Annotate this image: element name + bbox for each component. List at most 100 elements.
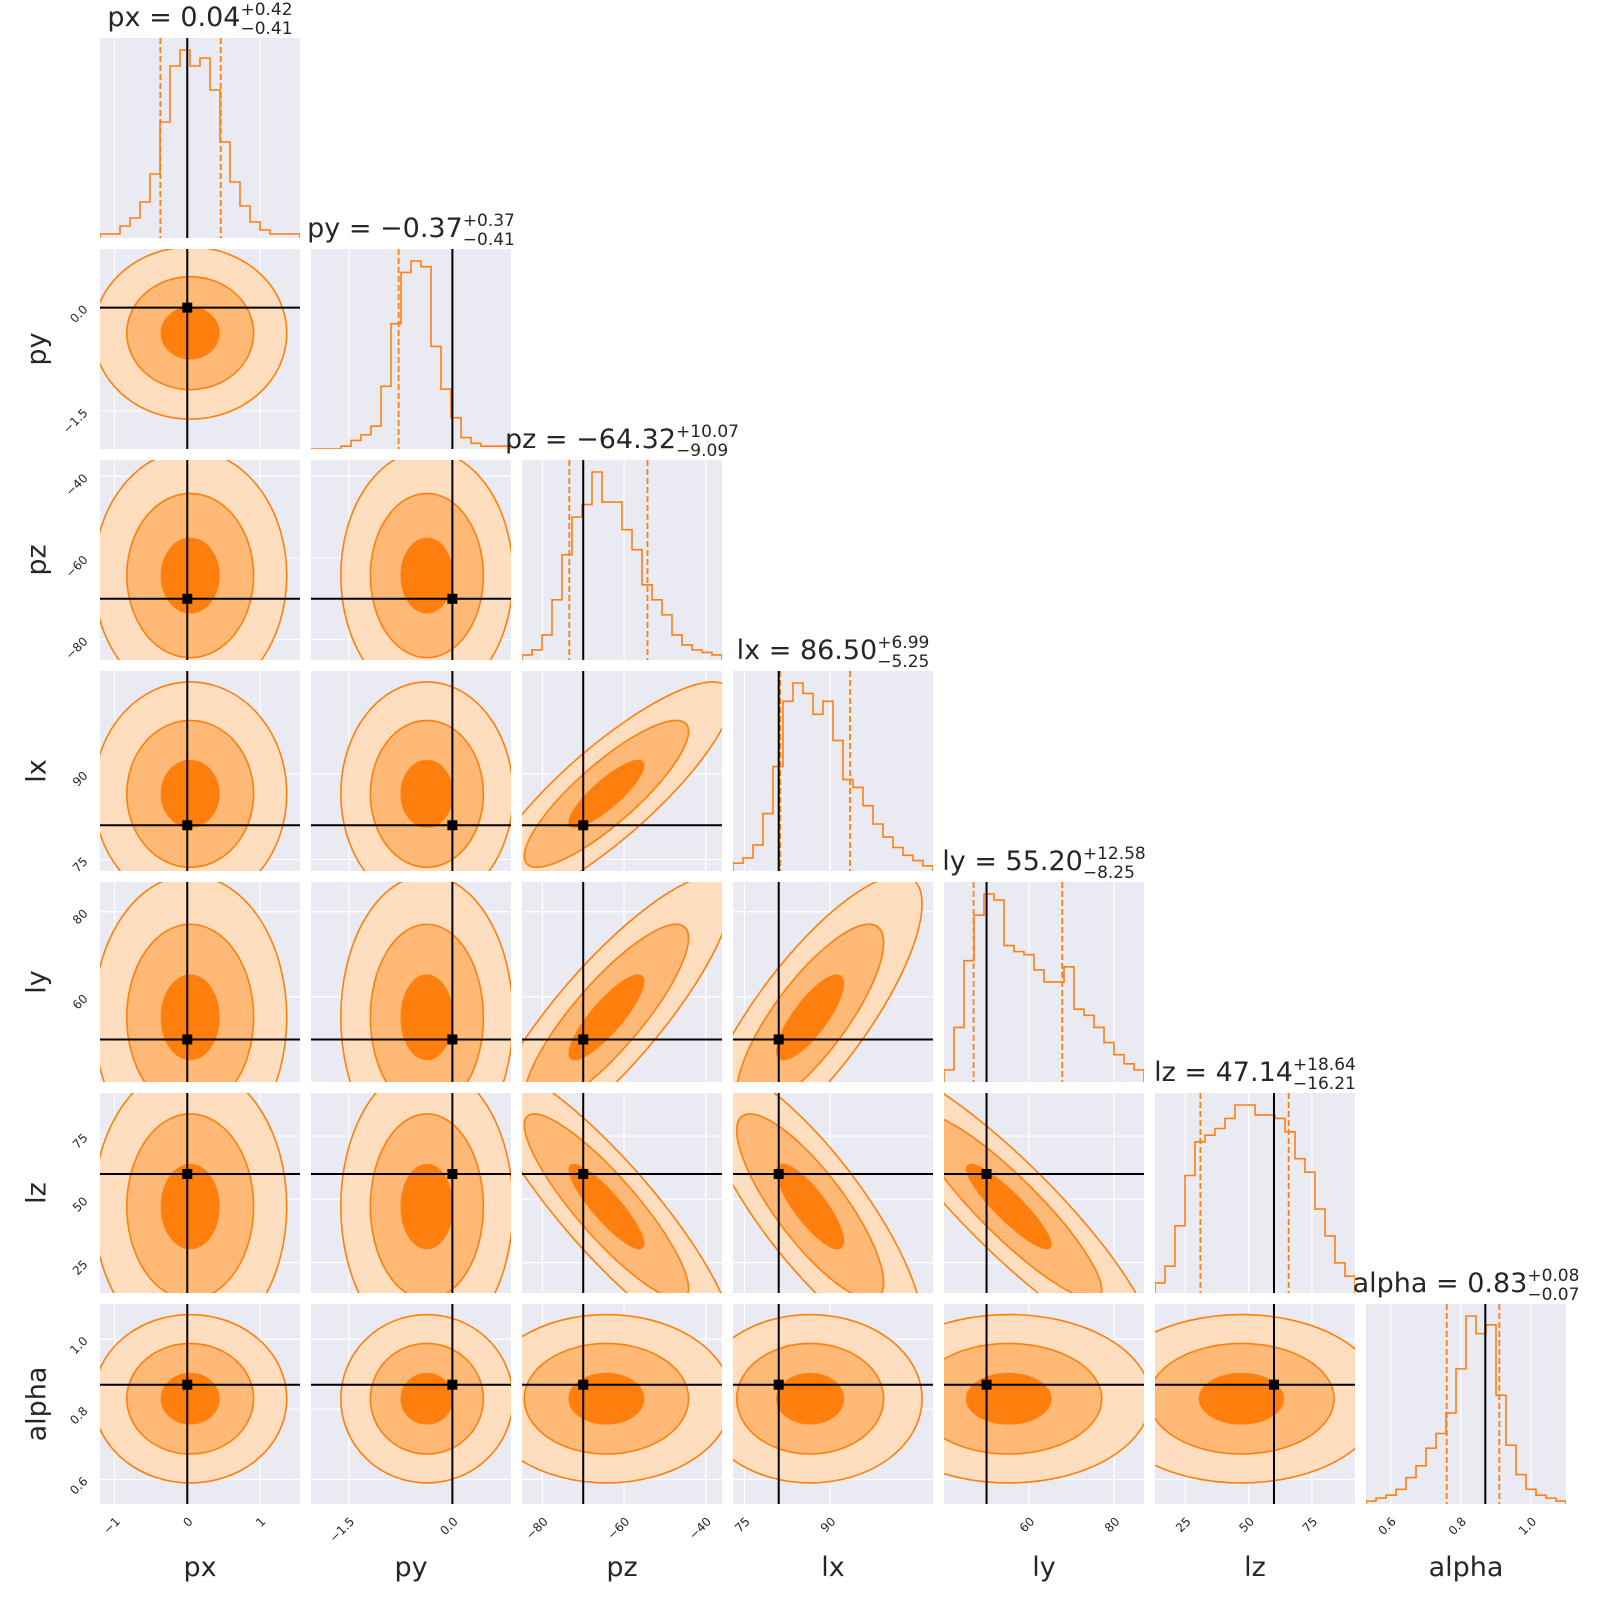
truth-marker (1268, 1379, 1279, 1390)
truth-marker (981, 1169, 992, 1180)
title-value: 47.14 (1216, 1057, 1293, 1088)
y-tick-label-alpha-2: 1.0 (67, 1334, 90, 1357)
x-tick-label-ly-1: 80 (1102, 1514, 1123, 1535)
contour-panel-pz-lz (522, 1093, 722, 1293)
y-tick-label-alpha-0: 0.6 (67, 1474, 90, 1497)
panel-title-lz: lz = 47.14+18.64 −16.21 (1154, 1055, 1356, 1094)
truth-marker (578, 1169, 589, 1180)
hist-panel-pz: pz = −64.32+10.07 −9.09 (505, 422, 739, 660)
truth-marker (182, 1169, 193, 1180)
title-value: 55.20 (1006, 846, 1083, 877)
title-eq: = (966, 846, 1006, 877)
x-axis-label-py: py (394, 1552, 427, 1583)
contour-panel-ly-lz (944, 1093, 1144, 1293)
histogram-lx (733, 682, 933, 871)
y-tick-label-lz-0: 25 (70, 1257, 91, 1278)
title-param: py (307, 213, 340, 244)
title-plus: +0.37 (463, 211, 515, 231)
contour-panel-py-lz (311, 1093, 511, 1293)
x-axis-label-alpha: alpha (1429, 1552, 1504, 1583)
y-tick-label-lx-1: 90 (70, 769, 91, 790)
contour-panel-py-lx (311, 671, 511, 871)
x-tick-label-px-2: 1 (253, 1514, 268, 1529)
hist-panel-ly: ly = 55.20+12.58 −8.25 (942, 844, 1146, 1082)
contour-panel-lx-lz (733, 1093, 933, 1293)
contour-panel-pz-ly (522, 882, 722, 1082)
contour-panel-px-ly (100, 882, 300, 1082)
contour-panel-px-pz (100, 460, 300, 660)
title-plus: +6.99 (877, 633, 929, 653)
hist-panel-lx: lx = 86.50+6.99 −5.25 (733, 633, 933, 871)
hist-panel-py: py = −0.37+0.37 −0.41 (307, 211, 515, 449)
y-axis-label-pz: pz (22, 544, 53, 575)
contour-1sigma (160, 1372, 220, 1425)
histogram-px (100, 49, 300, 238)
y-tick-label-lx-0: 75 (70, 854, 91, 875)
panel-title-px: px = 0.04+0.42 −0.41 (107, 0, 292, 39)
hist-panel-lz: lz = 47.14+18.64 −16.21 (1154, 1055, 1356, 1293)
x-tick-label-lz-2: 75 (1300, 1514, 1321, 1535)
x-tick-label-pz-0: −80 (523, 1514, 551, 1542)
title-minus: −0.41 (463, 230, 515, 250)
contour-1sigma (400, 759, 454, 828)
x-tick-label-lx-1: 90 (818, 1514, 839, 1535)
truth-marker (578, 820, 589, 831)
truth-marker (182, 820, 193, 831)
y-axis-label-alpha: alpha (22, 1367, 53, 1442)
x-axis-label-px: px (183, 1552, 216, 1583)
contour-panel-px-py (100, 249, 300, 449)
y-tick-label-lz-1: 50 (70, 1194, 91, 1215)
hist-panel-px-background (100, 38, 300, 238)
title-minus: −9.09 (676, 441, 728, 461)
title-plus: +10.07 (676, 422, 739, 442)
contour-1sigma (965, 1163, 1052, 1250)
contour-panel-lx-alpha (733, 1304, 933, 1504)
title-param: px (107, 2, 140, 33)
y-tick-label-py-0: −1.5 (60, 406, 91, 437)
truth-marker (447, 820, 458, 831)
title-value: −0.37 (380, 213, 463, 244)
panel-title-ly: ly = 55.20+12.58 −8.25 (942, 844, 1146, 883)
title-param: pz (505, 424, 536, 455)
contour-panel-pz-alpha (522, 1304, 722, 1504)
title-param: lx (737, 635, 761, 666)
title-param: ly (942, 846, 966, 877)
x-tick-label-pz-1: −60 (605, 1514, 633, 1542)
title-eq: = (141, 2, 181, 33)
x-tick-label-px-0: −1 (100, 1514, 122, 1536)
title-value: 86.50 (800, 635, 877, 666)
histogram-alpha (1366, 1315, 1566, 1504)
truth-marker (447, 1034, 458, 1045)
contour-panel-py-alpha (311, 1304, 511, 1504)
x-axis-label-ly: ly (1032, 1552, 1056, 1583)
contour-panel-lz-alpha (1155, 1304, 1355, 1504)
contour-1sigma (400, 1163, 454, 1250)
truth-marker (447, 593, 458, 604)
truth-marker (182, 1379, 193, 1390)
y-tick-label-py-1: 0.0 (67, 302, 90, 325)
truth-marker (182, 1034, 193, 1045)
x-tick-label-lx-0: 75 (732, 1514, 753, 1535)
title-eq: = (1427, 1268, 1467, 1299)
y-tick-label-ly-0: 60 (70, 992, 91, 1013)
contour-panel-ly-alpha (944, 1304, 1144, 1504)
hist-panel-lz-background (1155, 1093, 1355, 1293)
x-tick-label-lz-0: 25 (1173, 1514, 1194, 1535)
panel-title-pz: pz = −64.32+10.07 −9.09 (505, 422, 739, 461)
title-plus: +18.64 (1293, 1055, 1356, 1075)
histogram-lz (1155, 1104, 1355, 1293)
title-eq: = (760, 635, 800, 666)
contour-panel-lx-ly (733, 882, 933, 1082)
x-tick-label-pz-2: −40 (686, 1514, 714, 1542)
title-eq: = (536, 424, 576, 455)
panel-title-py: py = −0.37+0.37 −0.41 (307, 211, 515, 250)
title-plus: +12.58 (1083, 844, 1146, 864)
truth-marker (447, 1169, 458, 1180)
contour-1sigma (160, 759, 220, 828)
contour-panel-py-pz (311, 460, 511, 660)
title-minus: −5.25 (877, 652, 929, 672)
hist-panel-px: px = 0.04+0.42 −0.41 (100, 0, 300, 238)
x-tick-label-ly-0: 60 (1017, 1514, 1038, 1535)
title-minus: −16.21 (1293, 1074, 1356, 1094)
